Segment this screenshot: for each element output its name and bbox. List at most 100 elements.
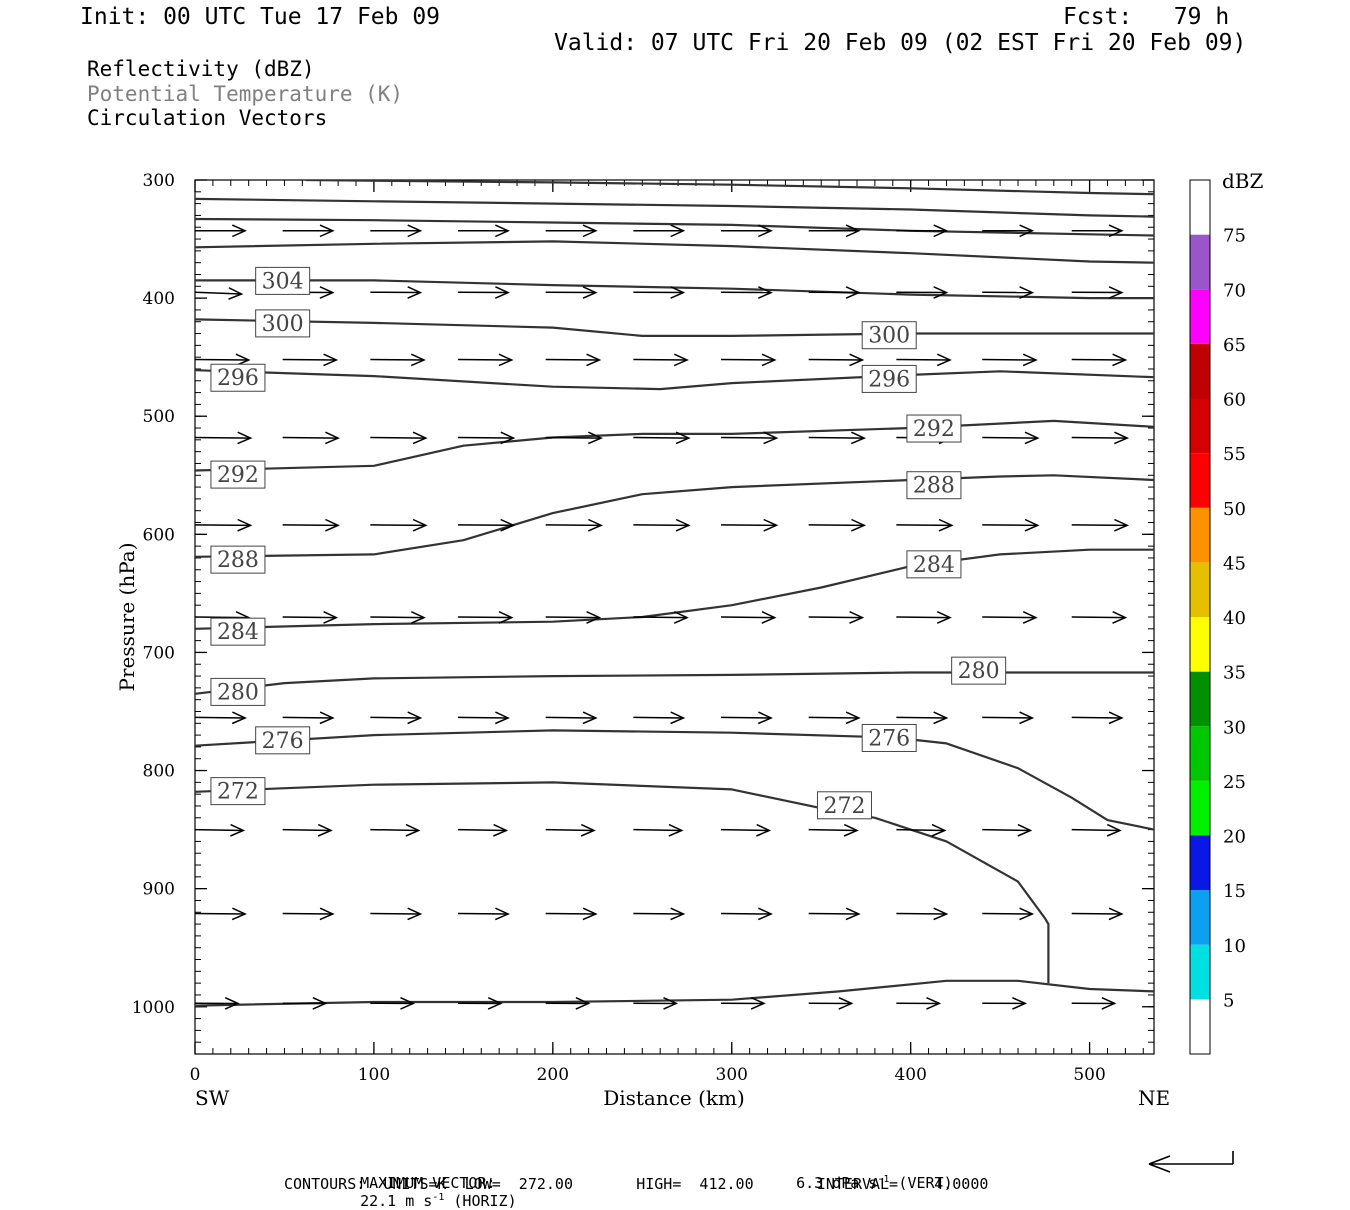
circulation-vector xyxy=(809,432,865,443)
circulation-vector xyxy=(195,908,245,919)
circulation-vector xyxy=(546,825,594,836)
circulation-vector xyxy=(195,712,245,723)
theta-contour xyxy=(195,730,1154,829)
theta-contour xyxy=(195,421,1154,471)
colorbar-bin xyxy=(1190,945,1210,1000)
colorbar-bin xyxy=(1190,781,1210,836)
circulation-vector xyxy=(283,825,331,836)
circulation-vector xyxy=(721,712,771,723)
colorbar-label: 25 xyxy=(1223,772,1246,793)
y-tick-label: 800 xyxy=(143,762,175,782)
colorbar-bin xyxy=(1190,289,1210,344)
circulation-vector xyxy=(809,712,859,723)
circulation-vector xyxy=(546,287,596,298)
reference-vector-icon xyxy=(1149,1151,1233,1172)
horiz-unit: (HORIZ) xyxy=(444,1192,516,1210)
circulation-vector xyxy=(546,354,600,365)
contour-label: 300 xyxy=(862,322,916,349)
circulation-vector xyxy=(546,908,596,919)
svg-text:272: 272 xyxy=(217,780,259,805)
svg-text:272: 272 xyxy=(823,794,865,819)
horiz-value: 22.1 m s xyxy=(360,1192,432,1210)
circulation-vector xyxy=(721,225,771,236)
circulation-vector xyxy=(721,612,775,624)
contour-label: 288 xyxy=(211,546,265,573)
contour-label: 276 xyxy=(256,727,310,754)
circulation-vector xyxy=(982,225,1032,236)
svg-text:280: 280 xyxy=(217,680,259,705)
theta-contour xyxy=(195,241,1154,262)
circulation-vector xyxy=(370,225,420,236)
colorbar-bin xyxy=(1190,399,1210,454)
circulation-vector xyxy=(982,712,1032,723)
svg-text:300: 300 xyxy=(868,324,910,349)
circulation-vector xyxy=(1072,612,1126,624)
circulation-vector xyxy=(896,225,946,236)
circulation-vector xyxy=(283,712,333,723)
contour-label: 280 xyxy=(952,657,1006,684)
circulation-vector xyxy=(1072,908,1122,919)
circulation-vector xyxy=(283,354,337,365)
theta-contour xyxy=(195,475,1154,557)
circulation-vector xyxy=(896,612,950,624)
circulation-vector xyxy=(546,712,596,723)
circulation-vector xyxy=(1072,520,1128,531)
theta-contour xyxy=(195,370,1154,389)
colorbar-bin xyxy=(1190,999,1210,1054)
circulation-vector xyxy=(809,998,852,1009)
svg-text:280: 280 xyxy=(958,659,1000,684)
colorbar-bin xyxy=(1190,617,1210,672)
circulation-vector xyxy=(546,520,601,531)
circulation-vector xyxy=(195,432,251,443)
theta-contour xyxy=(195,199,1154,217)
circulation-vector xyxy=(809,287,859,298)
circulation-vector xyxy=(721,825,769,836)
circulation-vector xyxy=(283,432,338,443)
circulation-vector xyxy=(633,287,683,298)
circulation-vector xyxy=(546,998,589,1009)
x-tick-label: 400 xyxy=(894,1065,926,1085)
colorbar-bin xyxy=(1190,344,1210,399)
circulation-vector xyxy=(370,998,413,1009)
circulation-vector xyxy=(721,354,775,365)
circulation-vector xyxy=(370,432,425,443)
circulation-vector xyxy=(458,712,508,723)
colorbar-bin xyxy=(1190,672,1210,727)
circulation-vector xyxy=(1072,432,1128,443)
circulation-vector xyxy=(370,354,424,365)
circulation-vector xyxy=(896,908,946,919)
circulation-vector xyxy=(1072,712,1122,723)
colorbar-label: 55 xyxy=(1223,444,1246,465)
circulation-vector xyxy=(633,712,683,723)
x-tick-label: 300 xyxy=(716,1065,748,1085)
theta-contour xyxy=(306,180,1154,194)
colorbar-label: 30 xyxy=(1223,717,1246,738)
circulation-vector xyxy=(896,354,950,365)
contour-label: 304 xyxy=(256,267,310,294)
circulation-vector xyxy=(1072,998,1115,1009)
svg-text:276: 276 xyxy=(262,729,304,754)
circulation-vector xyxy=(633,225,683,236)
svg-text:284: 284 xyxy=(913,553,955,578)
circulation-vector xyxy=(633,825,681,836)
circulation-vector xyxy=(370,712,420,723)
colorbar-bin xyxy=(1190,508,1210,563)
x-tick-label: 100 xyxy=(358,1065,390,1085)
svg-text:296: 296 xyxy=(217,366,259,391)
circulation-vector xyxy=(370,825,418,836)
y-tick-label: 300 xyxy=(143,171,175,191)
y-tick-label: 700 xyxy=(143,643,175,663)
circulation-vector xyxy=(1072,354,1126,365)
colorbar-bin xyxy=(1190,235,1210,290)
colorbar-label: 45 xyxy=(1223,553,1246,574)
svg-text:296: 296 xyxy=(868,367,910,392)
circulation-vector xyxy=(546,432,601,443)
circulation-vector xyxy=(195,520,251,531)
colorbar-bin xyxy=(1190,890,1210,945)
svg-text:292: 292 xyxy=(913,417,955,442)
x-tick-label: 500 xyxy=(1073,1065,1105,1085)
horiz-exponent: -1 xyxy=(432,1192,444,1203)
circulation-vector xyxy=(982,354,1036,365)
x-tick-label: 0 xyxy=(190,1065,201,1085)
svg-text:300: 300 xyxy=(262,312,304,337)
